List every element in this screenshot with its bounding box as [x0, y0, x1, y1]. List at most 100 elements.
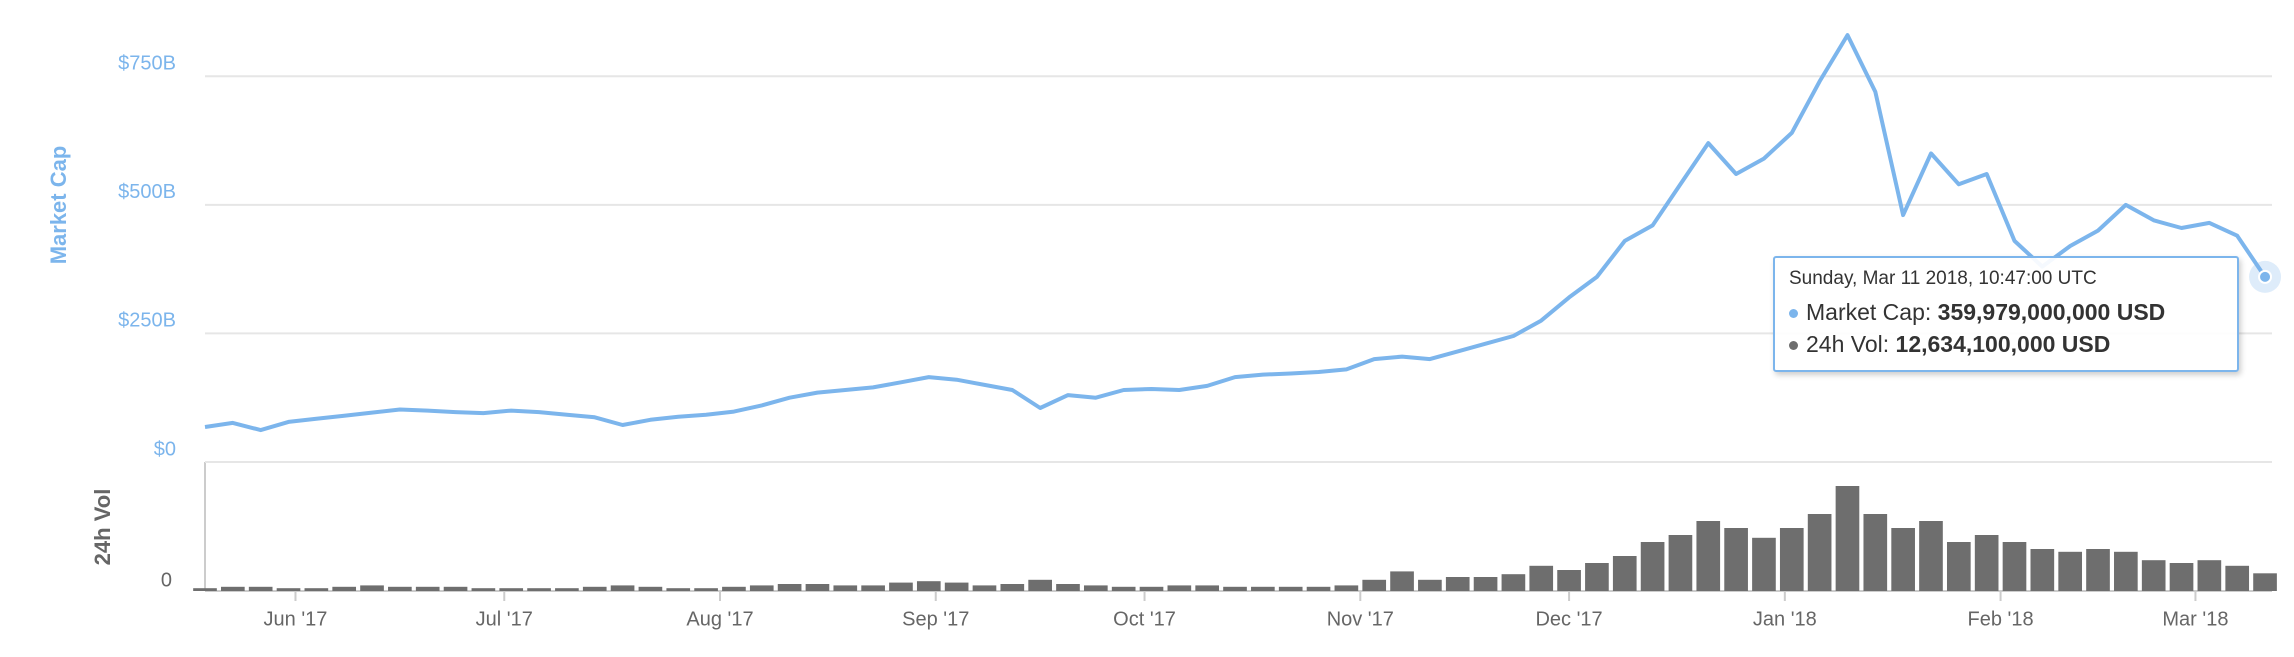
- volume-bar: [1418, 579, 1442, 591]
- y-tick-label: $0: [154, 438, 176, 460]
- tooltip-value: 12,634,100,000 USD: [1895, 331, 2111, 357]
- volume-bar: [415, 586, 440, 591]
- volume-bar: [1473, 577, 1498, 591]
- volume-bar: [610, 585, 635, 591]
- y-tick-label: $500B: [118, 181, 176, 203]
- volume-bar: [1501, 574, 1526, 591]
- hover-point: [2258, 269, 2273, 284]
- volume-bar: [276, 588, 301, 591]
- volume-bar: [471, 588, 496, 591]
- volume-bar: [722, 586, 746, 591]
- volume-bar: [694, 588, 718, 591]
- tooltip-value: 359,979,000,000 USD: [1937, 299, 2166, 325]
- volume-bar: [1863, 514, 1888, 591]
- volume-bar: [1696, 521, 1721, 591]
- volume-bar: [1167, 585, 1192, 591]
- volume-bar: [1445, 577, 1470, 591]
- volume-bar: [1223, 586, 1247, 591]
- volume-bar: [749, 585, 774, 591]
- volume-bar: [1807, 514, 1832, 591]
- market-cap-line: [204, 33, 2267, 433]
- volume-bar: [861, 585, 885, 591]
- volume-bar: [1919, 521, 1943, 591]
- volume-bar: [443, 586, 468, 591]
- x-tick-label: Dec '17: [1535, 608, 1602, 630]
- volume-bar: [916, 581, 941, 591]
- x-tick-label: Oct '17: [1113, 608, 1176, 630]
- volume-bar: [1195, 585, 1220, 591]
- tooltip-row: 24h Vol: 12,634,100,000 USD: [1789, 328, 2223, 360]
- volume-bar: [805, 584, 830, 591]
- volume-bar: [555, 588, 579, 591]
- volume-bar: [304, 588, 329, 591]
- y2-axis-title: 24h Vol: [90, 489, 115, 566]
- volume-bar: [1251, 586, 1275, 591]
- tooltip-bullet: [1789, 341, 1798, 351]
- x-tick-label: Jan '18: [1753, 608, 1817, 630]
- volume-bar: [1362, 579, 1387, 591]
- volume-bar: [332, 586, 357, 591]
- volume-bar: [1278, 586, 1303, 591]
- volume-bar: [248, 586, 273, 591]
- volume-bar: [2030, 549, 2055, 591]
- tooltip-label: Market Cap:: [1806, 299, 1932, 325]
- volume-bar: [193, 588, 217, 591]
- tooltip: Sunday, Mar 11 2018, 10:47:00 UTC Market…: [1773, 256, 2239, 372]
- volume-bar: [1390, 571, 1414, 591]
- x-tick-label: Jul '17: [476, 608, 533, 630]
- x-tick-label: Feb '18: [1968, 608, 2034, 630]
- volume-bar: [1891, 528, 1915, 591]
- volume-bar: [889, 582, 913, 591]
- y-tick-label: $250B: [118, 310, 176, 332]
- volume-bar: [1557, 570, 1581, 591]
- y-axis-title: Market Cap: [46, 146, 71, 265]
- volume-bar: [833, 585, 858, 591]
- volume-bar: [1028, 579, 1052, 591]
- volume-bar: [388, 586, 412, 591]
- x-tick-label: Mar '18: [2162, 608, 2228, 630]
- volume-bar: [221, 586, 245, 591]
- volume-bar: [972, 585, 997, 591]
- volume-bar: [1083, 585, 1108, 591]
- volume-bar: [1974, 535, 1999, 591]
- volume-bar: [1612, 556, 1637, 591]
- volume-bar: [1946, 542, 1971, 591]
- volume-bar: [1529, 565, 1554, 591]
- volume-bar: [1640, 542, 1665, 591]
- tooltip-date: Sunday, Mar 11 2018, 10:47:00 UTC: [1789, 268, 2097, 289]
- volume-bar: [2141, 560, 2166, 591]
- volume-bar: [2086, 549, 2110, 591]
- volume-bar: [2197, 560, 2222, 591]
- x-tick-label: Aug '17: [686, 608, 753, 630]
- volume-bar: [2002, 542, 2027, 591]
- volume-bar: [1752, 537, 1776, 591]
- volume-bar: [666, 588, 691, 591]
- volume-bar: [1056, 584, 1080, 591]
- volume-bar: [360, 585, 384, 591]
- volume-bar: [1334, 585, 1359, 591]
- tooltip-row: Market Cap: 359,979,000,000 USD: [1789, 296, 2223, 328]
- tooltip-label: 24h Vol:: [1806, 331, 1890, 357]
- volume-bar: [1779, 528, 1804, 591]
- y-tick-label: $750B: [118, 53, 176, 75]
- volume-bar: [2225, 565, 2250, 591]
- volume-bar: [777, 584, 802, 591]
- volume-bar: [1668, 535, 1693, 591]
- volume-bar: [1306, 586, 1331, 591]
- volume-bar: [2058, 551, 2083, 591]
- volume-bar: [499, 588, 524, 591]
- volume-bar: [944, 582, 969, 591]
- volume-bar: [638, 586, 663, 591]
- volume-bar: [2114, 551, 2138, 591]
- volume-bar: [1585, 563, 1609, 591]
- volume-bar: [2253, 573, 2277, 591]
- x-tick-label: Jun '17: [264, 608, 328, 630]
- x-tick-label: Nov '17: [1327, 608, 1394, 630]
- volume-bar: [2169, 563, 2194, 591]
- tooltip-bullet: [1789, 309, 1798, 319]
- x-tick-label: Sep '17: [902, 608, 969, 630]
- volume-bar: [1724, 528, 1748, 591]
- volume-bar: [582, 586, 607, 591]
